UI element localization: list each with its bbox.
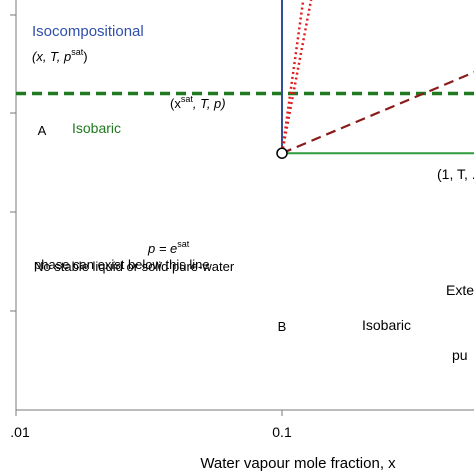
point-label-part: , T, p) xyxy=(193,96,226,111)
x-tick-label-0.1: 0.1 xyxy=(272,424,292,440)
region-label: pu xyxy=(452,347,468,363)
point-label-xsat: (xsat, T, p) xyxy=(170,94,226,111)
frost-line-label-sup: sat xyxy=(177,239,190,249)
frost-line-label-part: p = e xyxy=(147,241,177,256)
no-stable-phase-line1: No stable liquid or solid pure-water xyxy=(34,259,235,274)
point-marker xyxy=(276,147,288,159)
x-tick-label-0.01: .01 xyxy=(10,424,30,440)
extension-line xyxy=(281,71,474,155)
isobaric-label-a: Isobaric xyxy=(72,120,121,136)
plot-area xyxy=(16,0,474,159)
point-label-A: A xyxy=(38,123,47,138)
point-label-sup: sat xyxy=(71,47,84,57)
x-axis-label: Water vapour mole fraction, x xyxy=(200,455,396,472)
extension-label: Exte xyxy=(446,282,474,298)
point-label-B: B xyxy=(278,319,287,334)
point-label-sup: sat xyxy=(181,94,194,104)
point-label-part: (x xyxy=(170,96,181,111)
axes xyxy=(10,0,474,416)
isobaric-label-b: Isobaric xyxy=(362,317,411,333)
point-label-xTpsat: (x, T, psat) xyxy=(32,47,88,64)
point-label-part: (x, T, p xyxy=(32,49,71,64)
point-label-one: (1, T, . xyxy=(437,166,474,182)
isocompositional-label: Isocompositional xyxy=(32,23,144,40)
point-label-part: ) xyxy=(83,49,87,64)
no-stable-phase-line2: phase can exist below this line xyxy=(34,257,210,272)
dotted-arrow xyxy=(280,0,313,154)
frost-line-label: p = esat xyxy=(147,239,190,256)
dotted-arrow xyxy=(280,0,305,154)
